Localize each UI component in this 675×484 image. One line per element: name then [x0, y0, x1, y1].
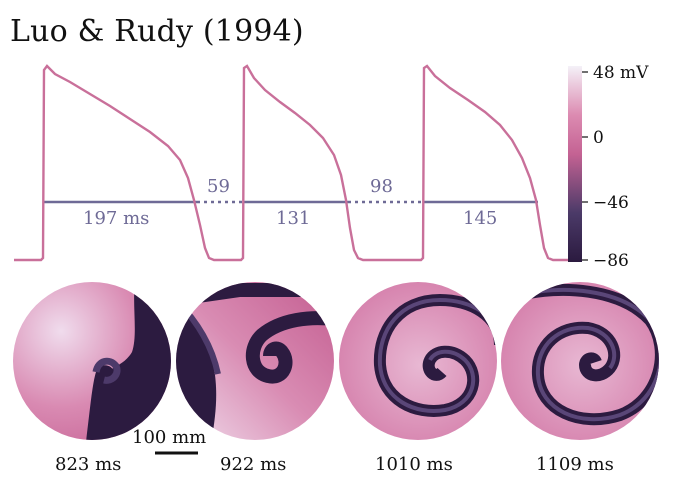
colorbar-tick-neg46: −46 [593, 193, 629, 213]
di-label-1: 59 [207, 176, 230, 197]
colorbar: 48 mV 0 −46 −86 [568, 63, 649, 271]
colorbar-tick-48: 48 mV [593, 63, 649, 83]
apd-label-1: 197 ms [83, 208, 149, 229]
snapshot-time-4: 1109 ms [536, 454, 614, 475]
snapshot-time-3: 1010 ms [375, 454, 453, 475]
di-label-2: 98 [370, 176, 393, 197]
spiral-snapshot-3 [339, 282, 497, 440]
spiral-snapshot-2 [176, 282, 334, 440]
scale-bar-label: 100 mm [132, 427, 206, 448]
colorbar-tick-0: 0 [593, 128, 604, 148]
colorbar-tick-neg86: −86 [593, 251, 629, 271]
figure-title: Luo & Rudy (1994) [10, 14, 304, 49]
snapshot-time-2: 922 ms [220, 454, 286, 475]
apd-label-2: 131 [276, 208, 310, 229]
snapshot-time-1: 823 ms [55, 454, 121, 475]
scale-bar: 100 mm [132, 427, 206, 455]
colorbar-gradient [568, 66, 582, 262]
action-potential-trace [14, 64, 570, 262]
spiral-snapshot-4 [501, 282, 659, 440]
spiral-snapshot-1 [13, 282, 171, 440]
apd-label-3: 145 [463, 208, 497, 229]
